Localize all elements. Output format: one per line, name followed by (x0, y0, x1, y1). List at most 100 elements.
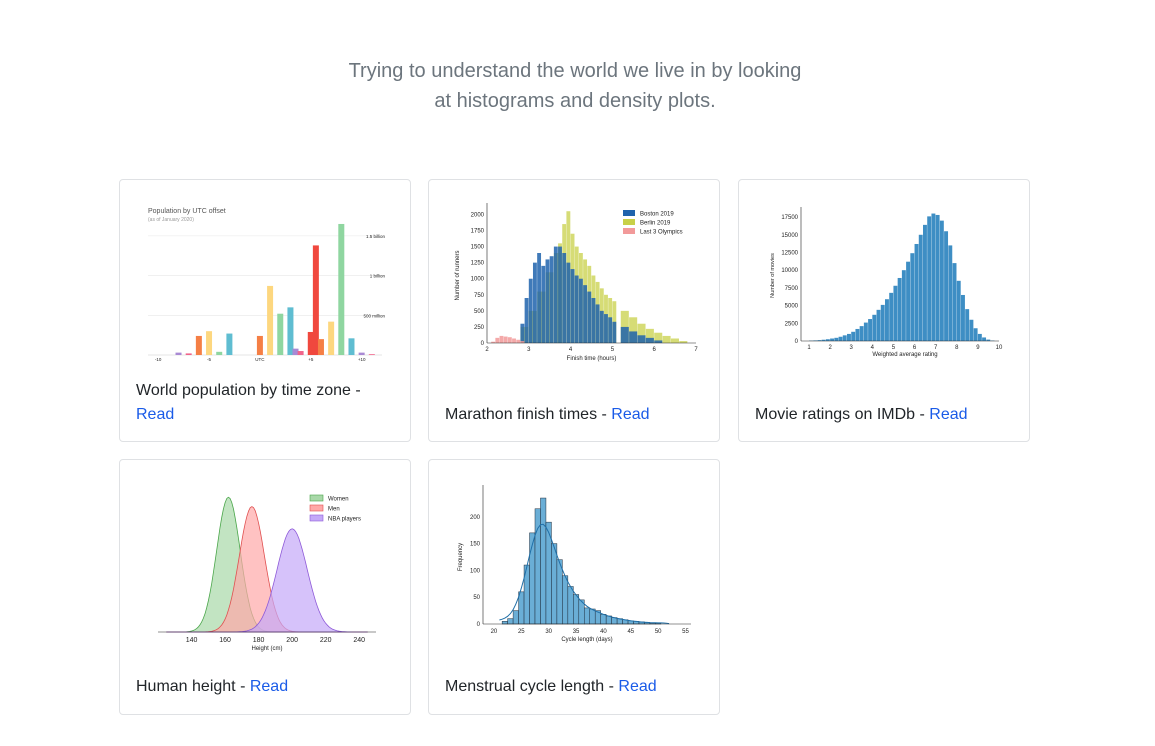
bar (982, 337, 987, 341)
bar (348, 338, 355, 355)
bar (612, 321, 617, 343)
legend-label: Last 3 Olympics (640, 230, 683, 236)
bar (897, 277, 902, 341)
x-tick-label: 5 (892, 345, 896, 351)
x-axis-label: Finish time (hours) (567, 356, 617, 362)
legend-label: Women (328, 497, 349, 503)
card-world-population: Population by UTC offset (as of January … (119, 179, 411, 442)
y-tick-label: 5000 (785, 304, 799, 310)
x-tick-label: 9 (976, 345, 980, 351)
y-tick-label: 100 (470, 568, 481, 574)
bar (520, 323, 525, 343)
height-density-chart: 140 160 180 200 220 240 Height (cm) Women Men NB… (158, 494, 376, 652)
x-axis-label: Cycle length (days) (561, 637, 612, 643)
bar (855, 328, 860, 341)
bar (637, 335, 646, 343)
read-link[interactable]: Read (929, 406, 968, 423)
bar (595, 304, 600, 343)
y-axis-label: Frequency (458, 543, 464, 571)
card-title: Menstrual cycle length - (445, 678, 619, 695)
y-tick-label: 50 (473, 595, 480, 601)
bar (859, 326, 864, 341)
bar (537, 291, 546, 343)
x-tick-label: 55 (682, 629, 689, 635)
bar (973, 328, 978, 341)
bar (532, 262, 537, 343)
card-marathon: 0 250 500 750 1000 1250 1500 1750 2000 2 3 4 5 6 7 Fini… (428, 179, 720, 442)
x-tick-label: -10 (155, 357, 162, 362)
bar (948, 245, 953, 341)
y-tick-label: 150 (470, 542, 481, 548)
read-link[interactable]: Read (136, 406, 175, 423)
bar (574, 275, 579, 343)
bar (578, 278, 583, 343)
card-title: Movie ratings on IMDb - (755, 406, 930, 423)
x-tick-label: 8 (955, 345, 959, 351)
bar (880, 304, 885, 341)
bar (297, 351, 304, 355)
read-link[interactable]: Read (611, 406, 650, 423)
bar (175, 352, 182, 355)
y-tick-label: 0 (477, 622, 481, 628)
y-tick-label: 1.5 billion (366, 234, 386, 239)
x-tick-label: 50 (655, 629, 662, 635)
card-caption: Marathon finish times - Read (445, 403, 709, 427)
bar (931, 213, 936, 341)
bar (830, 338, 835, 341)
bar (567, 586, 574, 625)
bar (977, 333, 982, 341)
card-caption: Human height - Read (136, 675, 400, 699)
x-tick-label: 7 (934, 345, 938, 351)
x-tick-label: 6 (653, 347, 657, 353)
bar (889, 292, 894, 341)
bar (939, 220, 944, 341)
bar (679, 341, 688, 343)
x-tick-label: +5 (308, 357, 314, 362)
bar (553, 246, 558, 343)
bar (307, 331, 314, 355)
bar (599, 310, 604, 343)
bar (885, 299, 889, 341)
x-tick-label: 2 (485, 347, 489, 353)
chart-title: Population by UTC offset (148, 208, 226, 215)
bar (553, 253, 562, 343)
bar (206, 331, 213, 355)
bar (637, 323, 646, 343)
bar (562, 253, 567, 343)
bar (923, 224, 927, 341)
x-tick-label: 35 (573, 629, 580, 635)
bar (558, 246, 562, 343)
bar (195, 335, 202, 355)
bar (518, 591, 525, 625)
bar (834, 337, 839, 341)
bar (583, 285, 588, 343)
read-link[interactable]: Read (618, 678, 657, 695)
bar (549, 256, 554, 343)
bar (600, 614, 607, 625)
x-axis-label: Height (cm) (251, 646, 282, 652)
legend-swatch (309, 494, 324, 502)
bar (516, 339, 521, 343)
x-tick-label: 220 (320, 637, 332, 644)
bar (952, 263, 957, 341)
bar (956, 280, 961, 341)
y-tick-label: 1750 (471, 229, 485, 235)
bar (338, 223, 345, 355)
intro-text: Trying to understand the world we live i… (0, 56, 1150, 116)
x-tick-label: 30 (545, 629, 552, 635)
x-tick-label: 40 (600, 629, 607, 635)
bar (562, 575, 569, 625)
bar (520, 341, 525, 343)
bar (520, 326, 529, 343)
x-tick-label: 5 (611, 347, 615, 353)
bar (645, 328, 654, 343)
bar (491, 341, 496, 343)
bar (825, 339, 830, 341)
bar (608, 317, 613, 343)
bar (847, 333, 851, 341)
x-tick-label: 20 (491, 629, 498, 635)
legend-label: Berlin 2019 (640, 221, 671, 227)
bar (645, 337, 654, 343)
read-link[interactable]: Read (249, 678, 289, 695)
kde-line (499, 523, 670, 625)
